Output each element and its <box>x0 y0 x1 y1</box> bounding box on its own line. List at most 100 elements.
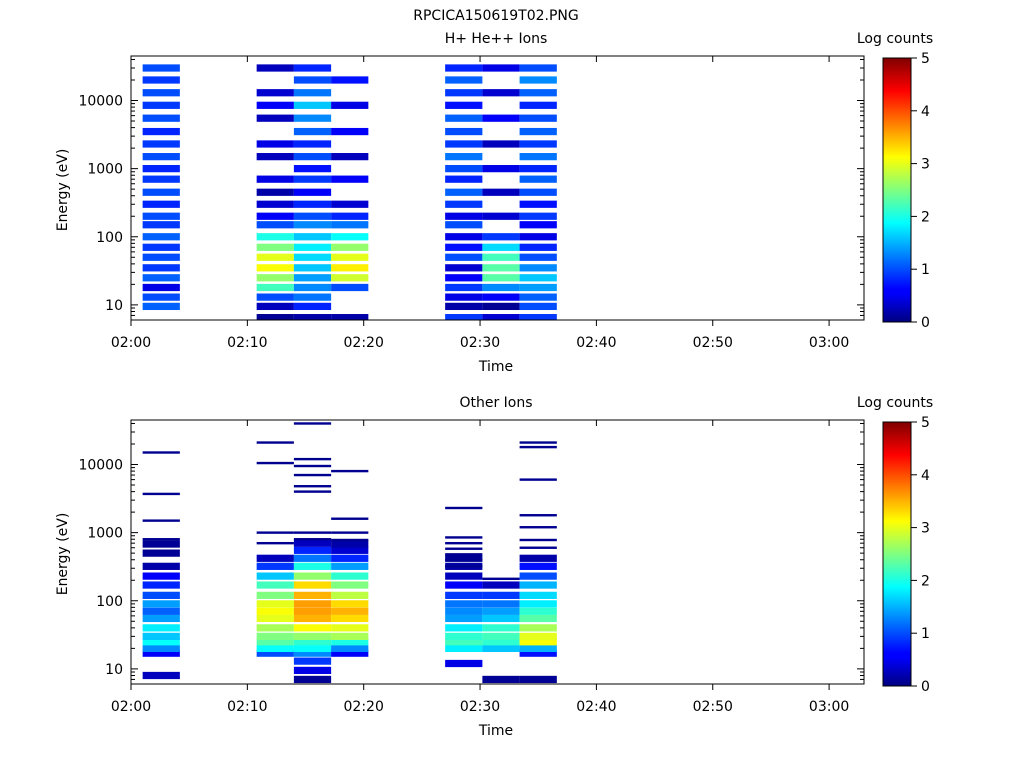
y-ticks: 10 100 1000 10000 <box>78 422 864 685</box>
heatmap-cell <box>482 624 520 632</box>
heatmap-line-mark <box>445 558 483 561</box>
heatmap-cell <box>142 644 180 652</box>
heatmap-cell <box>519 89 557 97</box>
colorbar-tick-label: 3 <box>921 157 930 173</box>
heatmap-cell <box>331 76 369 84</box>
heatmap-cell <box>142 127 180 136</box>
heatmap-cell <box>445 554 483 562</box>
x-tick-label: 02:30 <box>460 335 500 351</box>
heatmap-line-mark <box>256 441 294 444</box>
heatmap-cell <box>331 624 369 632</box>
heatmap-cell <box>142 562 180 570</box>
x-tick-label: 02:10 <box>227 335 267 351</box>
colorbar-label: Log counts <box>857 395 933 411</box>
heatmap-cell <box>293 274 332 282</box>
heatmap-cell <box>142 283 180 292</box>
panel-title: Other Ions <box>459 395 532 411</box>
heatmap-cell <box>293 632 332 640</box>
heatmap-cell <box>142 581 180 589</box>
heatmap-cell <box>519 101 557 109</box>
heatmap-line-mark <box>293 464 332 468</box>
heatmap-cell <box>142 253 180 261</box>
heatmap-cell <box>142 89 180 97</box>
heatmap-line-mark <box>331 517 369 520</box>
heatmap-cell <box>519 188 557 196</box>
heatmap-cell <box>256 140 294 148</box>
heatmap-line-mark <box>519 441 557 444</box>
heatmap-cell <box>142 76 180 84</box>
heatmap-cell <box>482 89 520 97</box>
heatmap-cell <box>293 675 332 684</box>
heatmap-cell <box>142 274 180 282</box>
heatmap-cell <box>142 638 180 646</box>
figure-title: RPCICA150619T02.PNG <box>413 8 578 24</box>
heatmap-line-mark <box>142 492 180 496</box>
heatmap-cell <box>519 624 557 632</box>
heatmap-cell <box>482 188 520 196</box>
heatmap-cell <box>293 76 332 84</box>
colorbar-tick-label: 0 <box>921 315 930 331</box>
heatmap-line-mark <box>293 457 332 461</box>
heatmap-cell <box>142 624 180 632</box>
heatmap-line-mark <box>256 461 294 465</box>
heatmap-cell <box>293 221 332 229</box>
colorbar-ticks: 0 1 2 3 4 5 <box>911 415 930 695</box>
heatmap-line-mark <box>142 538 180 541</box>
y-tick-label: 10 <box>105 662 123 678</box>
heatmap-cell <box>293 314 332 320</box>
heatmap-line-mark <box>142 451 180 454</box>
colorbar-scale <box>882 57 912 323</box>
heatmap-cell <box>445 140 483 148</box>
heatmap-cell <box>482 644 520 652</box>
heatmap-cell <box>293 89 332 97</box>
heatmap-cell <box>256 101 294 109</box>
heatmap-cell <box>256 64 294 72</box>
colorbar-tick-label: 1 <box>921 626 930 642</box>
heatmap-cell <box>445 127 483 136</box>
heatmap-line-mark <box>142 519 180 522</box>
heatmap-cell <box>293 64 332 72</box>
heatmap-cell <box>519 572 557 580</box>
heatmap-line-mark <box>519 445 557 449</box>
heatmap-cell <box>293 253 332 261</box>
heatmap-line-mark <box>293 485 332 488</box>
heatmap-cell <box>482 64 520 72</box>
heatmap-line-mark <box>331 469 369 473</box>
heatmap-cell <box>331 233 369 241</box>
heatmap-cell <box>293 624 332 632</box>
heatmap-cell <box>142 212 180 220</box>
heatmap-cell <box>142 200 180 208</box>
heatmap-cell <box>445 188 483 196</box>
heatmap-cell <box>293 153 332 161</box>
x-axis-label: Time <box>478 723 513 739</box>
heatmap-cell <box>445 581 483 589</box>
x-tick-label: 03:00 <box>809 699 849 715</box>
heatmap-cell <box>445 302 483 311</box>
heatmap-cell <box>331 644 369 652</box>
heatmap-cell <box>482 600 520 608</box>
heatmap-cell <box>482 243 520 251</box>
heatmap-cell <box>256 591 294 599</box>
colorbar-tick-label: 4 <box>921 104 930 120</box>
heatmap-cell <box>482 233 520 241</box>
heatmap-cell <box>256 153 294 161</box>
heatmap-cell <box>482 274 520 282</box>
heatmap-cell <box>519 127 557 136</box>
heatmap-cell <box>142 600 180 608</box>
heatmap-cell <box>293 644 332 652</box>
heatmap-cell <box>445 212 483 220</box>
x-tick-label: 02:10 <box>227 699 267 715</box>
x-tick-label: 02:50 <box>693 699 733 715</box>
heatmap-line-mark <box>331 538 369 542</box>
heatmap-cell <box>293 638 332 646</box>
heatmap-cell <box>445 624 483 632</box>
heatmap-cell <box>331 554 369 562</box>
heatmap-cell <box>482 632 520 640</box>
heatmap-cell <box>331 562 369 570</box>
heatmap-cell <box>519 283 557 292</box>
heatmap-cell <box>256 624 294 632</box>
heatmap-cell <box>519 175 557 183</box>
heatmap-cell <box>293 165 332 173</box>
heatmap-cell <box>445 283 483 292</box>
